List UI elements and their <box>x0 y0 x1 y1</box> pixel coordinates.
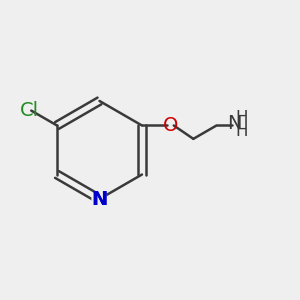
Text: Cl: Cl <box>20 101 39 120</box>
Text: H: H <box>236 109 248 127</box>
Circle shape <box>92 192 107 206</box>
Text: H: H <box>236 122 248 140</box>
Text: N: N <box>227 114 242 133</box>
Text: O: O <box>163 116 178 135</box>
Text: N: N <box>91 190 108 208</box>
Text: N: N <box>91 190 108 208</box>
